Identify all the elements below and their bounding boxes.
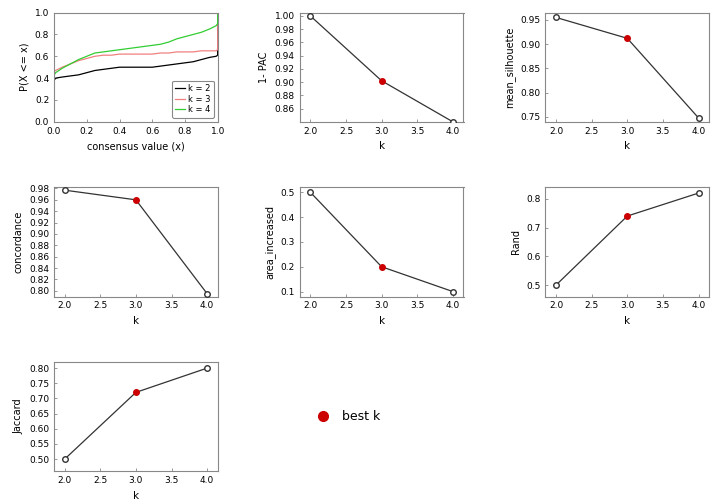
k = 4: [197, 29, 206, 35]
k = 3: [213, 47, 222, 53]
k = 3: [99, 52, 107, 58]
k = 2: [148, 64, 156, 70]
Y-axis label: concordance: concordance: [14, 211, 24, 273]
Legend: k = 2, k = 3, k = 4: k = 2, k = 3, k = 4: [172, 81, 214, 117]
k = 4: [123, 46, 132, 52]
k = 4: [213, 21, 222, 27]
Y-axis label: P(X <= x): P(X <= x): [19, 43, 30, 91]
k = 4: [50, 72, 58, 78]
k = 3: [140, 51, 148, 57]
k = 3: [50, 119, 58, 125]
Y-axis label: area_increased: area_increased: [264, 205, 275, 279]
k = 3: [51, 68, 60, 74]
k = 3: [107, 52, 116, 58]
k = 2: [91, 68, 99, 74]
k = 4: [91, 50, 99, 56]
k = 2: [107, 66, 116, 72]
k = 4: [50, 119, 58, 125]
X-axis label: k: k: [132, 316, 139, 326]
k = 4: [164, 39, 173, 45]
k = 2: [156, 63, 165, 69]
k = 2: [50, 119, 58, 125]
Line: k = 2: k = 2: [54, 13, 217, 122]
k = 3: [82, 55, 91, 61]
k = 3: [212, 48, 220, 54]
X-axis label: k: k: [379, 316, 384, 326]
k = 4: [99, 49, 107, 55]
k = 2: [189, 59, 197, 65]
k = 3: [91, 53, 99, 59]
Y-axis label: 1- PAC: 1- PAC: [259, 51, 269, 83]
k = 4: [173, 36, 181, 42]
Y-axis label: Jaccard: Jaccard: [14, 399, 24, 434]
k = 4: [156, 41, 165, 47]
k = 4: [189, 31, 197, 37]
k = 3: [189, 49, 197, 55]
k = 4: [213, 10, 222, 16]
k = 3: [173, 49, 181, 55]
k = 3: [181, 49, 189, 55]
k = 2: [212, 53, 220, 59]
k = 2: [99, 67, 107, 73]
k = 4: [58, 66, 66, 72]
k = 3: [148, 51, 156, 57]
k = 3: [123, 51, 132, 57]
k = 3: [213, 10, 222, 16]
Line: k = 3: k = 3: [54, 13, 217, 122]
X-axis label: k: k: [624, 141, 631, 151]
k = 4: [51, 70, 60, 76]
k = 4: [148, 42, 156, 48]
k = 3: [74, 57, 83, 64]
k = 2: [164, 62, 173, 68]
k = 2: [197, 56, 206, 62]
k = 4: [205, 26, 214, 32]
k = 2: [115, 64, 124, 70]
k = 3: [205, 48, 214, 54]
k = 3: [164, 50, 173, 56]
Y-axis label: mean_silhouette: mean_silhouette: [504, 27, 515, 108]
Y-axis label: Rand: Rand: [510, 229, 521, 255]
k = 4: [107, 48, 116, 54]
k = 2: [74, 72, 83, 78]
k = 4: [212, 23, 220, 29]
k = 3: [156, 50, 165, 56]
k = 2: [213, 52, 222, 58]
k = 2: [50, 77, 58, 83]
k = 2: [66, 73, 75, 79]
k = 2: [205, 54, 214, 60]
X-axis label: consensus value (x): consensus value (x): [87, 141, 185, 151]
k = 2: [181, 60, 189, 66]
k = 4: [115, 47, 124, 53]
k = 3: [197, 48, 206, 54]
k = 3: [115, 51, 124, 57]
k = 2: [173, 61, 181, 67]
k = 3: [50, 69, 58, 75]
k = 2: [140, 64, 148, 70]
k = 3: [132, 51, 140, 57]
k = 4: [74, 56, 83, 62]
k = 2: [58, 74, 66, 80]
k = 4: [181, 34, 189, 40]
k = 2: [213, 10, 222, 16]
k = 4: [66, 61, 75, 67]
k = 4: [140, 43, 148, 49]
k = 4: [132, 44, 140, 50]
Legend: best k: best k: [306, 405, 385, 428]
k = 3: [66, 61, 75, 67]
Line: k = 4: k = 4: [54, 13, 217, 122]
X-axis label: k: k: [132, 491, 139, 500]
k = 2: [82, 70, 91, 76]
X-axis label: k: k: [379, 141, 384, 151]
X-axis label: k: k: [624, 316, 631, 326]
k = 2: [123, 64, 132, 70]
k = 2: [51, 75, 60, 81]
k = 2: [132, 64, 140, 70]
k = 3: [58, 64, 66, 70]
k = 4: [82, 53, 91, 59]
